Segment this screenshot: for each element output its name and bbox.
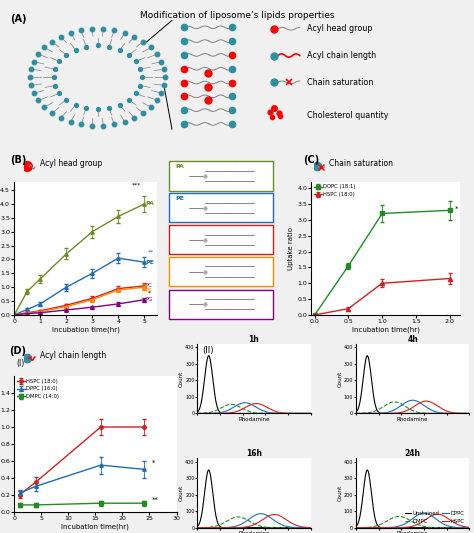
Text: PA: PA [175,165,184,169]
Text: (D): (D) [9,346,27,356]
Text: Acyl head group: Acyl head group [40,159,102,168]
X-axis label: Incubation time(hr): Incubation time(hr) [52,327,120,334]
Text: Modification of liposome’s lipids properties: Modification of liposome’s lipids proper… [140,11,334,20]
Title: 1h: 1h [249,335,259,344]
Text: Chain saturation: Chain saturation [307,78,373,87]
Text: (C): (C) [303,155,319,165]
FancyBboxPatch shape [169,161,273,190]
Legend: HSPC (18:0), DPPC (16:0), DMPC (14:0): HSPC (18:0), DPPC (16:0), DMPC (14:0) [17,379,59,399]
Text: **: ** [148,250,155,255]
Text: Chain saturation: Chain saturation [329,159,393,168]
Text: PC: PC [146,284,153,288]
Y-axis label: Count: Count [179,485,184,501]
Text: Acyl chain length: Acyl chain length [40,351,107,360]
Text: ***: *** [132,183,141,188]
X-axis label: Incubation time(hr): Incubation time(hr) [62,523,129,530]
Text: **: ** [152,497,159,503]
Text: Cholesterol quantity: Cholesterol quantity [307,111,388,120]
Text: (I): (I) [17,359,25,368]
Text: PE: PE [175,196,184,201]
X-axis label: Rhodamine: Rhodamine [238,531,270,533]
Y-axis label: Uptake ratio: Uptake ratio [289,227,294,270]
Y-axis label: Count: Count [337,370,342,387]
Title: 24h: 24h [405,449,420,458]
Text: *: * [148,291,151,296]
Text: Acyl chain length: Acyl chain length [307,51,376,60]
Text: PA: PA [146,201,155,206]
Legend: Unstained, DMPC, DPPC, HSPC: Unstained, DMPC, DPPC, HSPC [405,511,464,524]
X-axis label: Incubation time(hr): Incubation time(hr) [352,327,419,334]
Text: (A): (A) [10,14,27,23]
FancyBboxPatch shape [169,225,273,254]
Y-axis label: Count: Count [179,370,184,387]
X-axis label: Rhodamine: Rhodamine [238,417,270,422]
X-axis label: Rhodamine: Rhodamine [397,417,428,422]
Text: Acyl head group: Acyl head group [307,25,372,33]
Y-axis label: Count: Count [337,485,342,501]
X-axis label: Rhodamine: Rhodamine [397,531,428,533]
Text: PG: PG [146,297,153,302]
Text: PS: PS [146,288,152,293]
Text: (B): (B) [10,155,27,165]
Text: *: * [152,459,155,465]
Text: *: * [455,205,458,211]
FancyBboxPatch shape [169,289,273,319]
FancyBboxPatch shape [169,193,273,222]
Title: 4h: 4h [407,335,418,344]
Title: 16h: 16h [246,449,262,458]
Text: PE: PE [146,260,155,265]
Legend: DOPC (18:1), HSPC (18:0): DOPC (18:1), HSPC (18:0) [314,184,356,197]
Text: (II): (II) [202,346,214,355]
FancyBboxPatch shape [169,257,273,286]
